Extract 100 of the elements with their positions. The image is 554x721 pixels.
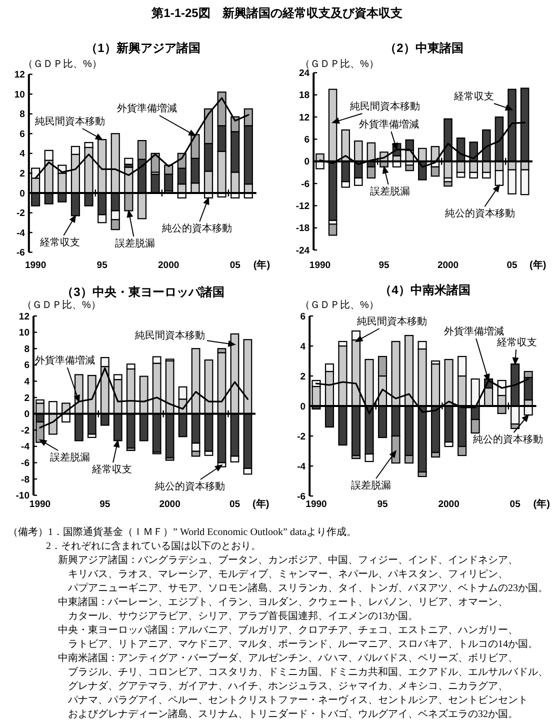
x-tick-label: 1990 [29,499,51,510]
annotation: 外貨準備増減 [117,102,177,114]
x-tick-label: 95 [96,260,108,271]
annotation: 純公的資本移動 [473,434,543,446]
x-tick-label: 2000 [158,260,180,271]
text: 中東諸国：バーレーン、エジプト、イラン、ヨルダン、クウェート、レバノン、リビア、オマーン、 [58,596,508,608]
y-tick-label: 12 [299,112,310,124]
y-tick-label: 6 [300,311,306,322]
annotation: 誤差脱漏 [50,452,90,464]
y-tick-label: -6 [16,248,25,259]
annotation: 経常収支 [91,464,132,476]
y-axis-title: （ＧＤＰ比、%） [300,58,379,70]
y-tick-label: -6 [21,458,30,469]
annotation: 誤差脱漏 [370,186,410,198]
x-tick-label: 05 [230,260,242,271]
y-tick-label: 8 [20,109,25,120]
y-tick-label: 0 [24,409,30,420]
y-tick-label: -6 [297,491,306,502]
x-tick-label: 95 [377,499,389,510]
y-tick-label: 6 [20,128,25,140]
text: 新興アジア諸国：バングラデシュ、ブータン、カンボジア、中国、フィジー、インド、インドネシア、 [58,554,518,566]
annotation: 純公的資本移動 [445,208,515,220]
chart-title: （1）新興アジア諸国 [86,41,200,55]
text: ラトビア、リトアニア、マケドニア、マルタ、ポーランド、ルーマニア、スロバキア、トルコの14か国。 [68,639,538,650]
y-tick-label: 4 [24,376,30,388]
annotation: 外貨準備増減 [359,118,419,130]
annotation: 純民間資本移動 [350,100,420,112]
x-tick-label: 2000 [437,260,459,271]
y-tick-label: 12 [14,70,25,81]
text: ブラジル、チリ、コロンビア、コスタリカ、ドミニカ国、ドミニカ共和国、エクアドル、エルサルバドル、 [68,666,548,678]
text: 第1-1-25図 新興諸国の経常収支及び資本収支 [150,6,402,20]
y-tick-label: 2 [24,392,30,404]
x-tick-label: 2000 [438,499,460,510]
x-tick-label: 2000 [159,499,180,510]
y-tick-label: -6 [301,178,310,190]
x-tick-label: 05 [510,499,522,510]
y-tick-label: -2 [21,425,30,436]
annotation: 経常収支 [496,336,537,348]
text: およびグレナディーン諸島、スリナム、トリニダード・トバゴ、ウルグアイ、ベネズエラの32か国。 [68,708,518,720]
y-axis-title: （ＧＤＰ比、%） [300,299,379,311]
annotation: 誤差脱漏 [115,238,155,250]
y-tick-label: -24 [296,245,310,256]
annotation: 外貨準備増減 [35,354,95,366]
y-tick-label: -2 [16,208,25,220]
y-axis-title: （ＧＤＰ比、%） [23,58,102,70]
x-tick-label: 1990 [24,260,46,271]
annotation: 経常収支 [453,90,494,102]
x-axis-title: (年) [252,498,270,510]
y-tick-label: -4 [21,442,30,453]
y-tick-label: 4 [300,341,306,352]
y-tick-label: -12 [296,200,310,212]
y-tick-label: 2 [20,168,25,180]
annotation: 純民間資本移動 [135,330,205,342]
text: 中央・東ヨーロッパ諸国：アルバニア、ブルガリア、クロアチア、チェコ、エストニア、ハンガリー、 [58,624,518,636]
x-tick-label: 05 [229,499,241,510]
text: 中南米諸国：アンティグア・バーブーダ、アルゼンチン、バハマ、バルバドス、ベリーズ、ボリビア、 [58,652,518,664]
text: キリバス、ラオス、マレーシア、モルディブ、ミャンマー、ネパール、パキスタン、フィリピン、 [68,568,508,580]
annotation: 外貨準備増減 [444,326,504,338]
y-tick-label: 8 [24,344,30,355]
annotation: 純公的資本移動 [162,222,232,234]
x-tick-label: 1990 [306,499,327,510]
y-axis-title: （ＧＤＰ比、%） [22,299,101,311]
text: グレナダ、グアテマラ、ガイアナ、ハイチ、ホンジュラス、ジャマイカ、メキシコ、ニカラグア、 [68,680,508,692]
x-tick-label: 1990 [309,260,331,271]
y-tick-label: -4 [297,461,306,472]
chart-title: （4）中南米諸国 [380,283,470,297]
y-tick-label: 6 [304,134,310,146]
y-tick-label: 10 [18,328,30,339]
y-tick-label: 2 [300,371,306,382]
y-tick-label: 0 [300,401,306,412]
x-tick-label: 95 [378,260,390,271]
x-axis-title: (年) [530,259,546,271]
y-tick-label: -2 [297,431,306,442]
text: パナマ、パラグアイ、ペルー、セントクリストファー・ネーヴィス、セントルシア、セントビンセント [67,694,528,706]
y-tick-label: 18 [299,90,310,102]
annotation: 純公的資本移動 [155,480,225,492]
annotation: 純民間資本移動 [357,316,427,328]
chart-title: （3）中央・東ヨーロッパ諸国 [62,285,224,299]
y-tick-label: 6 [24,360,30,372]
y-tick-label: -18 [296,223,310,234]
x-axis-title: (年) [533,498,550,510]
x-tick-label: 05 [506,260,518,271]
y-tick-label: -8 [21,474,30,486]
y-tick-label: 0 [20,188,25,200]
y-tick-label: -10 [16,490,30,502]
y-tick-label: 10 [14,89,25,100]
text: 2．それぞれに含まれている国は以下のとおり。 [46,540,261,552]
x-tick-label: 95 [100,499,111,510]
chart-title: （2）中東諸国 [384,41,464,55]
text: パプアニューギニア、サモア、ソロモン諸島、スリランカ、タイ、トンガ、バヌアツ、ベトナムの23か国。 [67,582,548,594]
y-tick-label: 12 [18,311,30,322]
text: （備考）1．国際通貨基金（ＩＭＦ）” World Economic Outlook” dataより作成。 [8,526,357,538]
annotation: 経常収支 [39,236,80,248]
y-tick-label: 24 [299,68,310,79]
y-tick-label: -4 [16,228,26,239]
text: カタール、サウジアラビア、シリア、アラブ首長国連邦、イエメンの13か国。 [68,610,418,622]
y-tick-label: 0 [304,156,310,168]
annotation: 誤差脱漏 [351,480,391,492]
annotation: 純民間資本移動 [35,116,105,128]
y-tick-label: 4 [20,148,26,160]
